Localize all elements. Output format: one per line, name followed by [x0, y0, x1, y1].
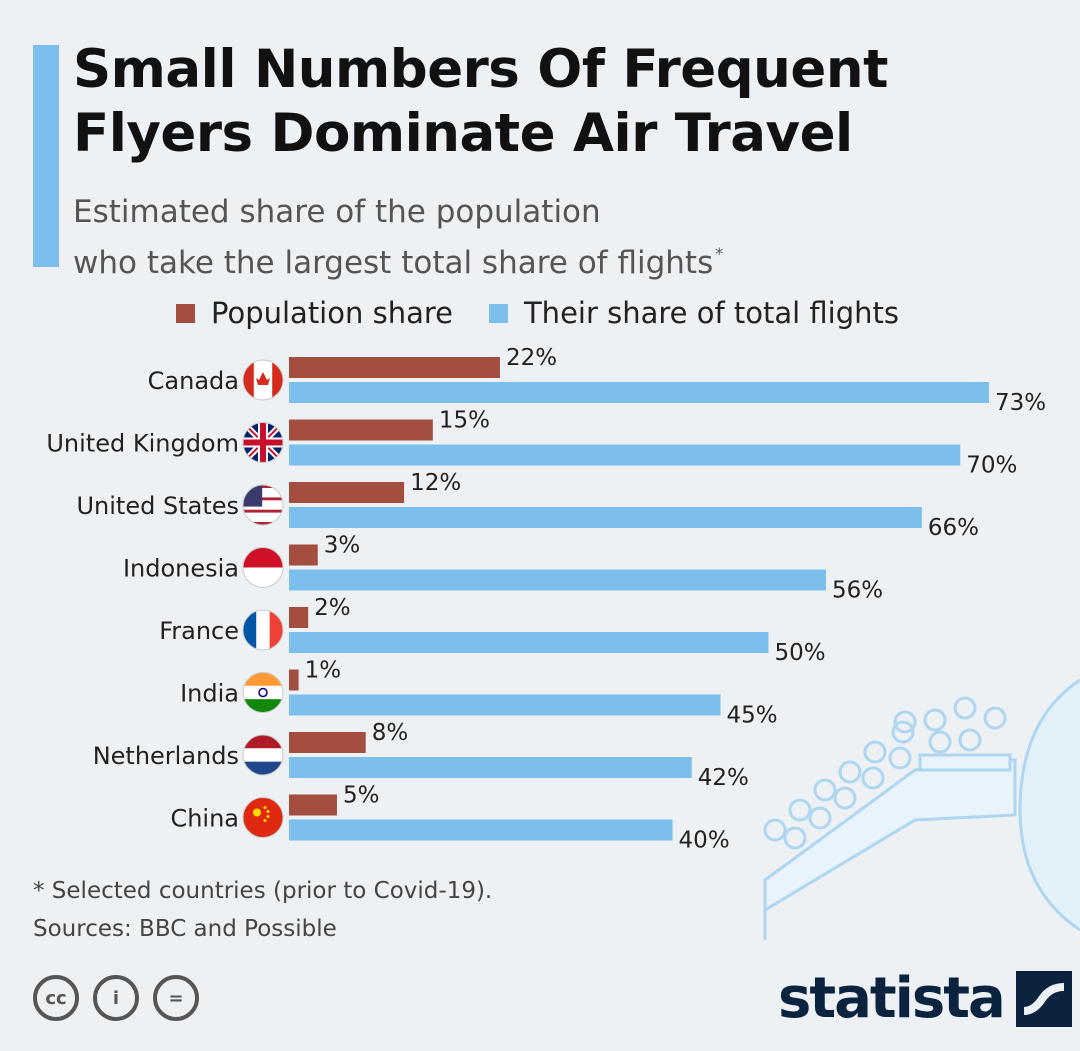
population-share-label: 22% — [506, 345, 557, 371]
population-share-label: 2% — [314, 595, 351, 621]
legend-item-population: Population share — [176, 296, 453, 330]
flight-share-bar — [289, 444, 961, 466]
population-share-bar — [289, 607, 309, 628]
flight-share-bar — [289, 632, 769, 653]
flight-share-bar — [289, 694, 721, 716]
flight-share-label: 56% — [832, 578, 883, 604]
chart-subtitle: Estimated share of the population who ta… — [73, 192, 973, 284]
population-share-label: 5% — [343, 783, 380, 809]
category-label: Netherlands — [93, 742, 239, 770]
population-share-bar — [289, 482, 405, 503]
bar-chart: Canada 22% 73% United Kingdom 15% 70% United S… — [46, 345, 1046, 854]
india-flag-icon — [242, 672, 284, 713]
flight-share-label: 66% — [928, 515, 979, 541]
china-flag-icon — [242, 797, 284, 838]
category-label: India — [180, 680, 239, 708]
population-share-bar — [289, 669, 299, 691]
flight-share-label: 40% — [679, 828, 730, 854]
brand-wordmark: statista — [778, 966, 1006, 1031]
flight-share-label: 50% — [774, 640, 825, 666]
legend-label-flights: Their share of total flights — [523, 296, 900, 330]
legend: Population share Their share of total fl… — [176, 295, 935, 331]
attribution-icon[interactable]: i — [93, 975, 139, 1021]
canada-flag-icon — [242, 359, 284, 401]
footnote-sources: Sources: BBC and Possible — [33, 916, 337, 942]
us-flag-icon — [242, 484, 284, 526]
population-share-bar — [289, 357, 500, 378]
population-share-label: 15% — [439, 408, 490, 434]
flight-share-label: 70% — [966, 453, 1017, 479]
no-derivatives-icon[interactable]: = — [153, 975, 199, 1021]
category-label: Canada — [148, 367, 239, 395]
frequent-flyers-illustration — [763, 678, 1080, 940]
license-icons: cc i = — [33, 975, 213, 1021]
accent-bar — [33, 45, 59, 267]
netherlands-flag-icon — [242, 734, 284, 776]
subtitle-marker: * — [715, 244, 724, 263]
legend-swatch-flights — [488, 303, 508, 323]
cc-license-icon[interactable]: cc — [33, 975, 79, 1021]
legend-label-population: Population share — [211, 296, 453, 330]
population-share-bar — [289, 794, 337, 816]
indonesia-flag-icon — [242, 547, 284, 588]
category-label: United Kingdom — [46, 430, 239, 458]
flight-share-bar — [289, 569, 826, 591]
legend-item-flights: Their share of total flights — [488, 296, 900, 330]
chart-title: Small Numbers Of Frequent Flyers Dominat… — [73, 39, 888, 164]
legend-swatch-population — [176, 303, 195, 323]
category-label: China — [170, 805, 239, 833]
flight-share-label: 45% — [727, 703, 778, 729]
population-share-label: 12% — [410, 470, 461, 496]
flight-share-label: 73% — [995, 390, 1046, 416]
flight-share-bar — [289, 507, 922, 528]
flight-share-bar — [289, 382, 989, 403]
category-label: Indonesia — [123, 555, 239, 583]
population-share-bar — [289, 544, 318, 566]
population-share-bar — [289, 419, 433, 441]
uk-flag-icon — [242, 422, 284, 463]
france-flag-icon — [242, 609, 284, 651]
subtitle-line-1: Estimated share of the population — [73, 194, 601, 230]
category-label: United States — [76, 492, 239, 520]
flight-share-bar — [289, 819, 673, 841]
subtitle-line-2: who take the largest total share of flig… — [73, 245, 714, 281]
population-share-label: 1% — [305, 658, 342, 684]
statista-mark-icon — [1015, 970, 1072, 1027]
category-label: France — [159, 617, 239, 645]
flight-share-label: 42% — [698, 765, 749, 791]
population-share-label: 8% — [372, 720, 409, 746]
footnote: * Selected countries (prior to Covid-19)… — [33, 872, 492, 948]
statista-logo[interactable]: statista — [778, 966, 1072, 1031]
flight-share-bar — [289, 757, 692, 778]
footnote-note: * Selected countries (prior to Covid-19)… — [33, 878, 493, 904]
population-share-bar — [289, 732, 366, 753]
population-share-label: 3% — [324, 533, 361, 559]
